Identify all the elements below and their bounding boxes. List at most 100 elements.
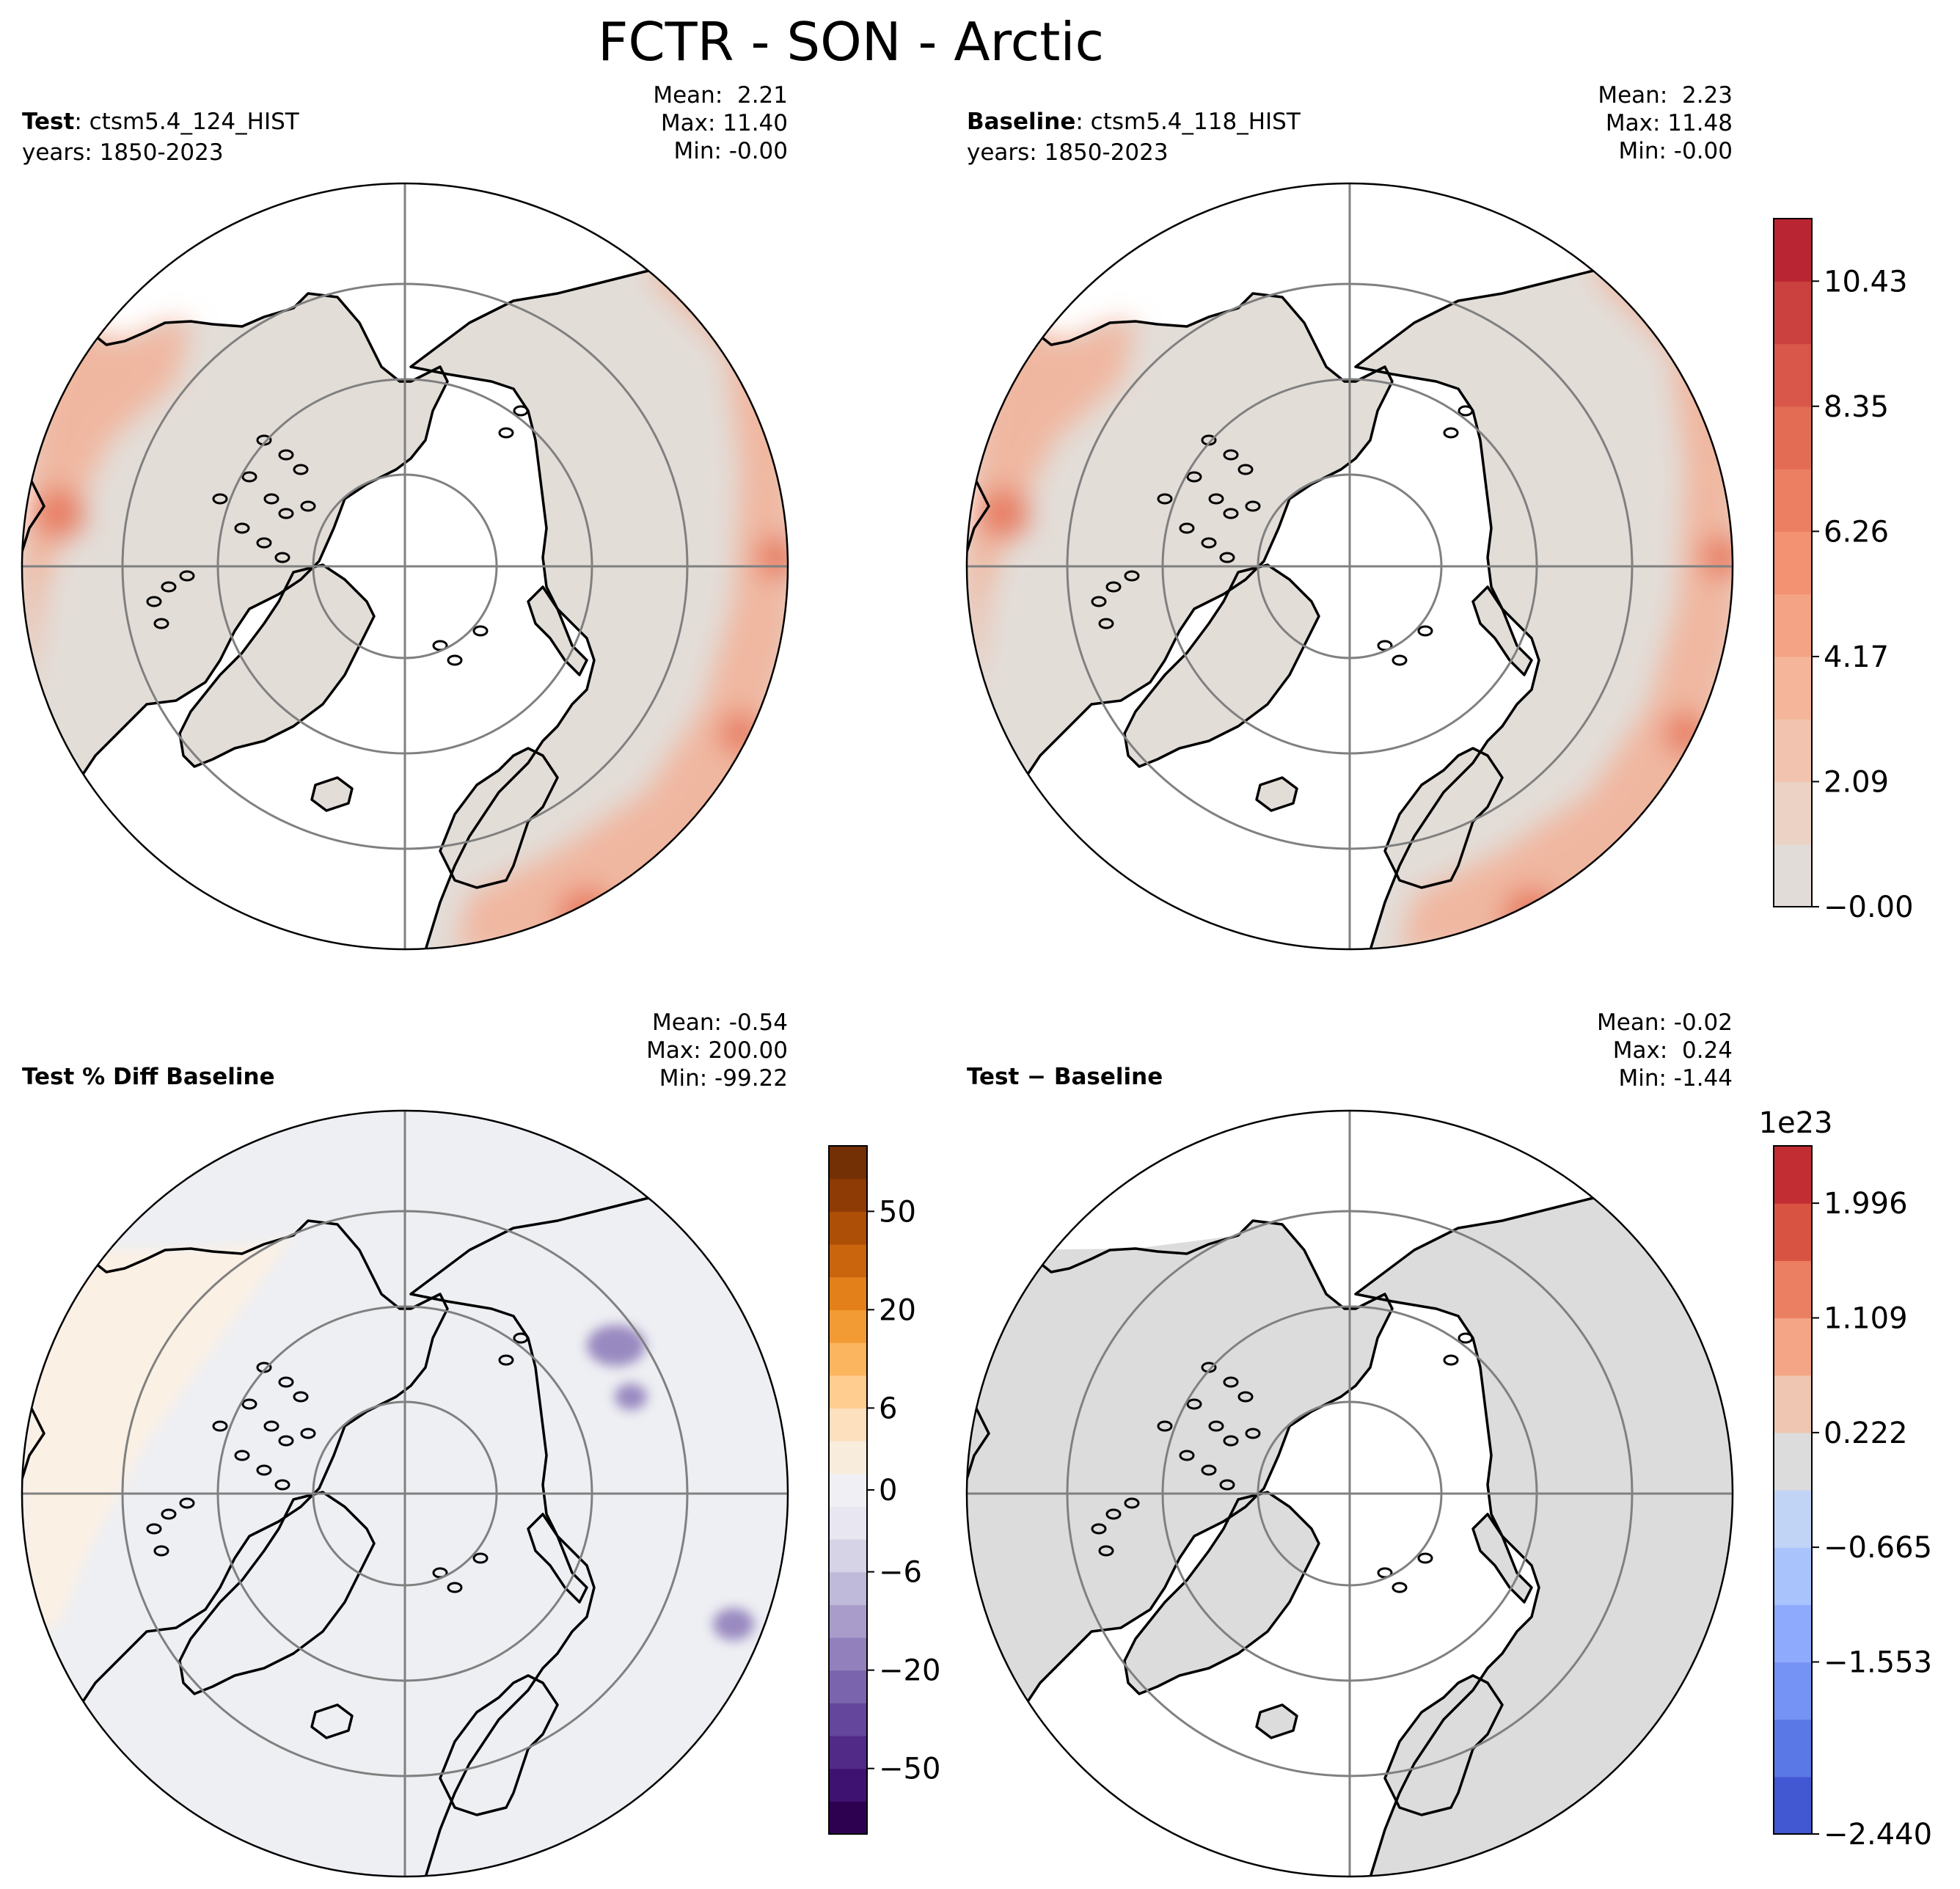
colorbar-segment (1774, 343, 1812, 407)
colorbar-segment (829, 1539, 867, 1573)
panel-pct-diff-map-border (21, 1109, 789, 1878)
panel-baseline-label-bold: Baseline (967, 109, 1075, 135)
panel-baseline-label-rest: : ctsm5.4_118_HIST (1075, 109, 1301, 135)
colorbar-segment (1774, 656, 1812, 720)
colorbar-tick-label: −0.665 (1824, 1531, 1932, 1565)
colorbar-segment (1774, 1662, 1812, 1720)
panel-baseline-mean: Mean: 2.23 (1598, 82, 1733, 109)
colorbar-segment (829, 1768, 867, 1802)
colorbar-segment (1774, 1604, 1812, 1663)
colorbar-segment (1774, 219, 1812, 282)
colorbar-tick-label: 1.996 (1824, 1187, 1908, 1221)
panel-diff: Test − Baseline Mean: -0.02 Max: 0.24 Mi… (965, 1009, 1734, 1878)
colorbar-segment (829, 1342, 867, 1376)
colorbar-segment (1774, 1547, 1812, 1605)
colorbar-segment (1774, 1260, 1812, 1319)
panel-test-map-border (21, 182, 789, 951)
colorbar-tick-label: 8.35 (1824, 390, 1889, 424)
colorbar-tick-label: 6 (879, 1392, 897, 1425)
panel-test-years: years: 1850-2023 (22, 139, 224, 166)
panel-diff-min: Min: -1.44 (1618, 1065, 1733, 1092)
panel-test-min: Min: -0.00 (673, 138, 788, 164)
colorbar-segment (829, 1604, 867, 1638)
panel-baseline-years: years: 1850-2023 (967, 139, 1169, 166)
panel-test-label: Test: ctsm5.4_124_HIST (22, 109, 300, 135)
panel-baseline: Baseline: ctsm5.4_118_HIST years: 1850-2… (965, 82, 1734, 951)
colorbar-segment (1774, 281, 1812, 345)
colorbar-tick-label: −20 (879, 1654, 940, 1688)
panel-diff-mean: Mean: -0.02 (1597, 1009, 1733, 1036)
panel-baseline-map (967, 183, 1733, 949)
panel-pct-diff: Test % Diff Baseline Mean: -0.54 Max: 20… (21, 1009, 789, 1878)
colorbar-segment (1774, 593, 1812, 657)
colorbar-segment (1774, 844, 1812, 907)
panel-diff-map (967, 1111, 1733, 1877)
colorbar-frame (1773, 1145, 1813, 1835)
colorbar-diff: 1.996 1.109 0.222 −0.665 −1.553 −2.440 (1773, 1145, 1932, 1852)
colorbar-tick-label: −6 (879, 1556, 922, 1590)
figure-title: FCTR - SON - Arctic (598, 11, 1104, 73)
panel-pct-diff-label: Test % Diff Baseline (22, 1064, 275, 1090)
colorbar-segment (829, 1178, 867, 1212)
colorbar-segment (1774, 469, 1812, 532)
panel-baseline-min: Min: -0.00 (1618, 138, 1733, 164)
panel-baseline-map-border (965, 182, 1734, 951)
colorbar-tick-label: 0.222 (1824, 1417, 1908, 1450)
colorbar-segment (829, 1375, 867, 1408)
colorbar-frame (1773, 218, 1813, 907)
panel-pct-diff-mean: Mean: -0.54 (652, 1009, 788, 1036)
panel-diff-label: Test − Baseline (967, 1064, 1163, 1090)
colorbar-segment (1774, 1719, 1812, 1777)
colorbar-tick-label: 50 (879, 1195, 916, 1229)
colorbar-segment (1774, 1432, 1812, 1491)
colorbar-diff-offset: 1e23 (1759, 1106, 1833, 1140)
colorbar-segment (829, 1211, 867, 1245)
colorbar-segment (1774, 1203, 1812, 1261)
panel-test-mean: Mean: 2.21 (653, 82, 788, 109)
panel-baseline-max: Max: 11.48 (1606, 110, 1733, 136)
colorbar-tick-label: 0 (879, 1474, 897, 1508)
panel-pct-diff-max: Max: 200.00 (646, 1037, 788, 1064)
colorbar-tick-label: 20 (879, 1293, 916, 1327)
colorbar-segment (829, 1408, 867, 1442)
colorbar-segment (1774, 1776, 1812, 1835)
colorbar-tick-label: 10.43 (1824, 265, 1908, 299)
colorbar-tick-label: 4.17 (1824, 640, 1889, 674)
panel-diff-map-border (965, 1109, 1734, 1878)
colorbar-segment (829, 1506, 867, 1540)
colorbar-tick-label: 6.26 (1824, 515, 1889, 549)
colorbar-tick-label: −2.440 (1824, 1818, 1932, 1852)
panel-diff-max: Max: 0.24 (1613, 1037, 1733, 1064)
colorbar-segment (829, 1670, 867, 1703)
panel-baseline-label: Baseline: ctsm5.4_118_HIST (967, 109, 1301, 135)
colorbar-tick-label: 1.109 (1824, 1302, 1908, 1336)
panel-pct-diff-map (22, 1111, 788, 1877)
colorbar-segment (829, 1571, 867, 1605)
colorbar-segment (1774, 1146, 1812, 1204)
colorbar-segment (829, 1703, 867, 1736)
colorbar-segment (829, 1637, 867, 1671)
colorbar-segment (1774, 406, 1812, 469)
colorbar-pct-diff: 50 20 6 0 −6 −20 −50 (828, 1145, 940, 1835)
panel-test-label-bold: Test (22, 109, 75, 135)
colorbar-segment (1774, 1490, 1812, 1548)
colorbar-segment (1774, 531, 1812, 595)
panel-test: Test: ctsm5.4_124_HIST years: 1850-2023 … (21, 82, 789, 951)
colorbar-tick-label: 2.09 (1824, 765, 1889, 799)
panel-test-map (22, 183, 788, 949)
colorbar-segment (829, 1309, 867, 1343)
colorbar-segment (829, 1276, 867, 1310)
colorbar-segment (1774, 1318, 1812, 1376)
colorbar-segment (829, 1736, 867, 1769)
colorbar-segment (829, 1441, 867, 1475)
colorbar-tick-label: −50 (879, 1753, 940, 1786)
colorbar-segment (1774, 1375, 1812, 1433)
colorbar-segment (1774, 719, 1812, 783)
colorbar-tick-label: −0.00 (1824, 891, 1914, 924)
colorbar-segment (829, 1146, 867, 1180)
colorbar-segment (829, 1244, 867, 1278)
colorbar-segment (829, 1801, 867, 1835)
colorbar-segment (1774, 781, 1812, 845)
panel-pct-diff-min: Min: -99.22 (659, 1065, 788, 1092)
